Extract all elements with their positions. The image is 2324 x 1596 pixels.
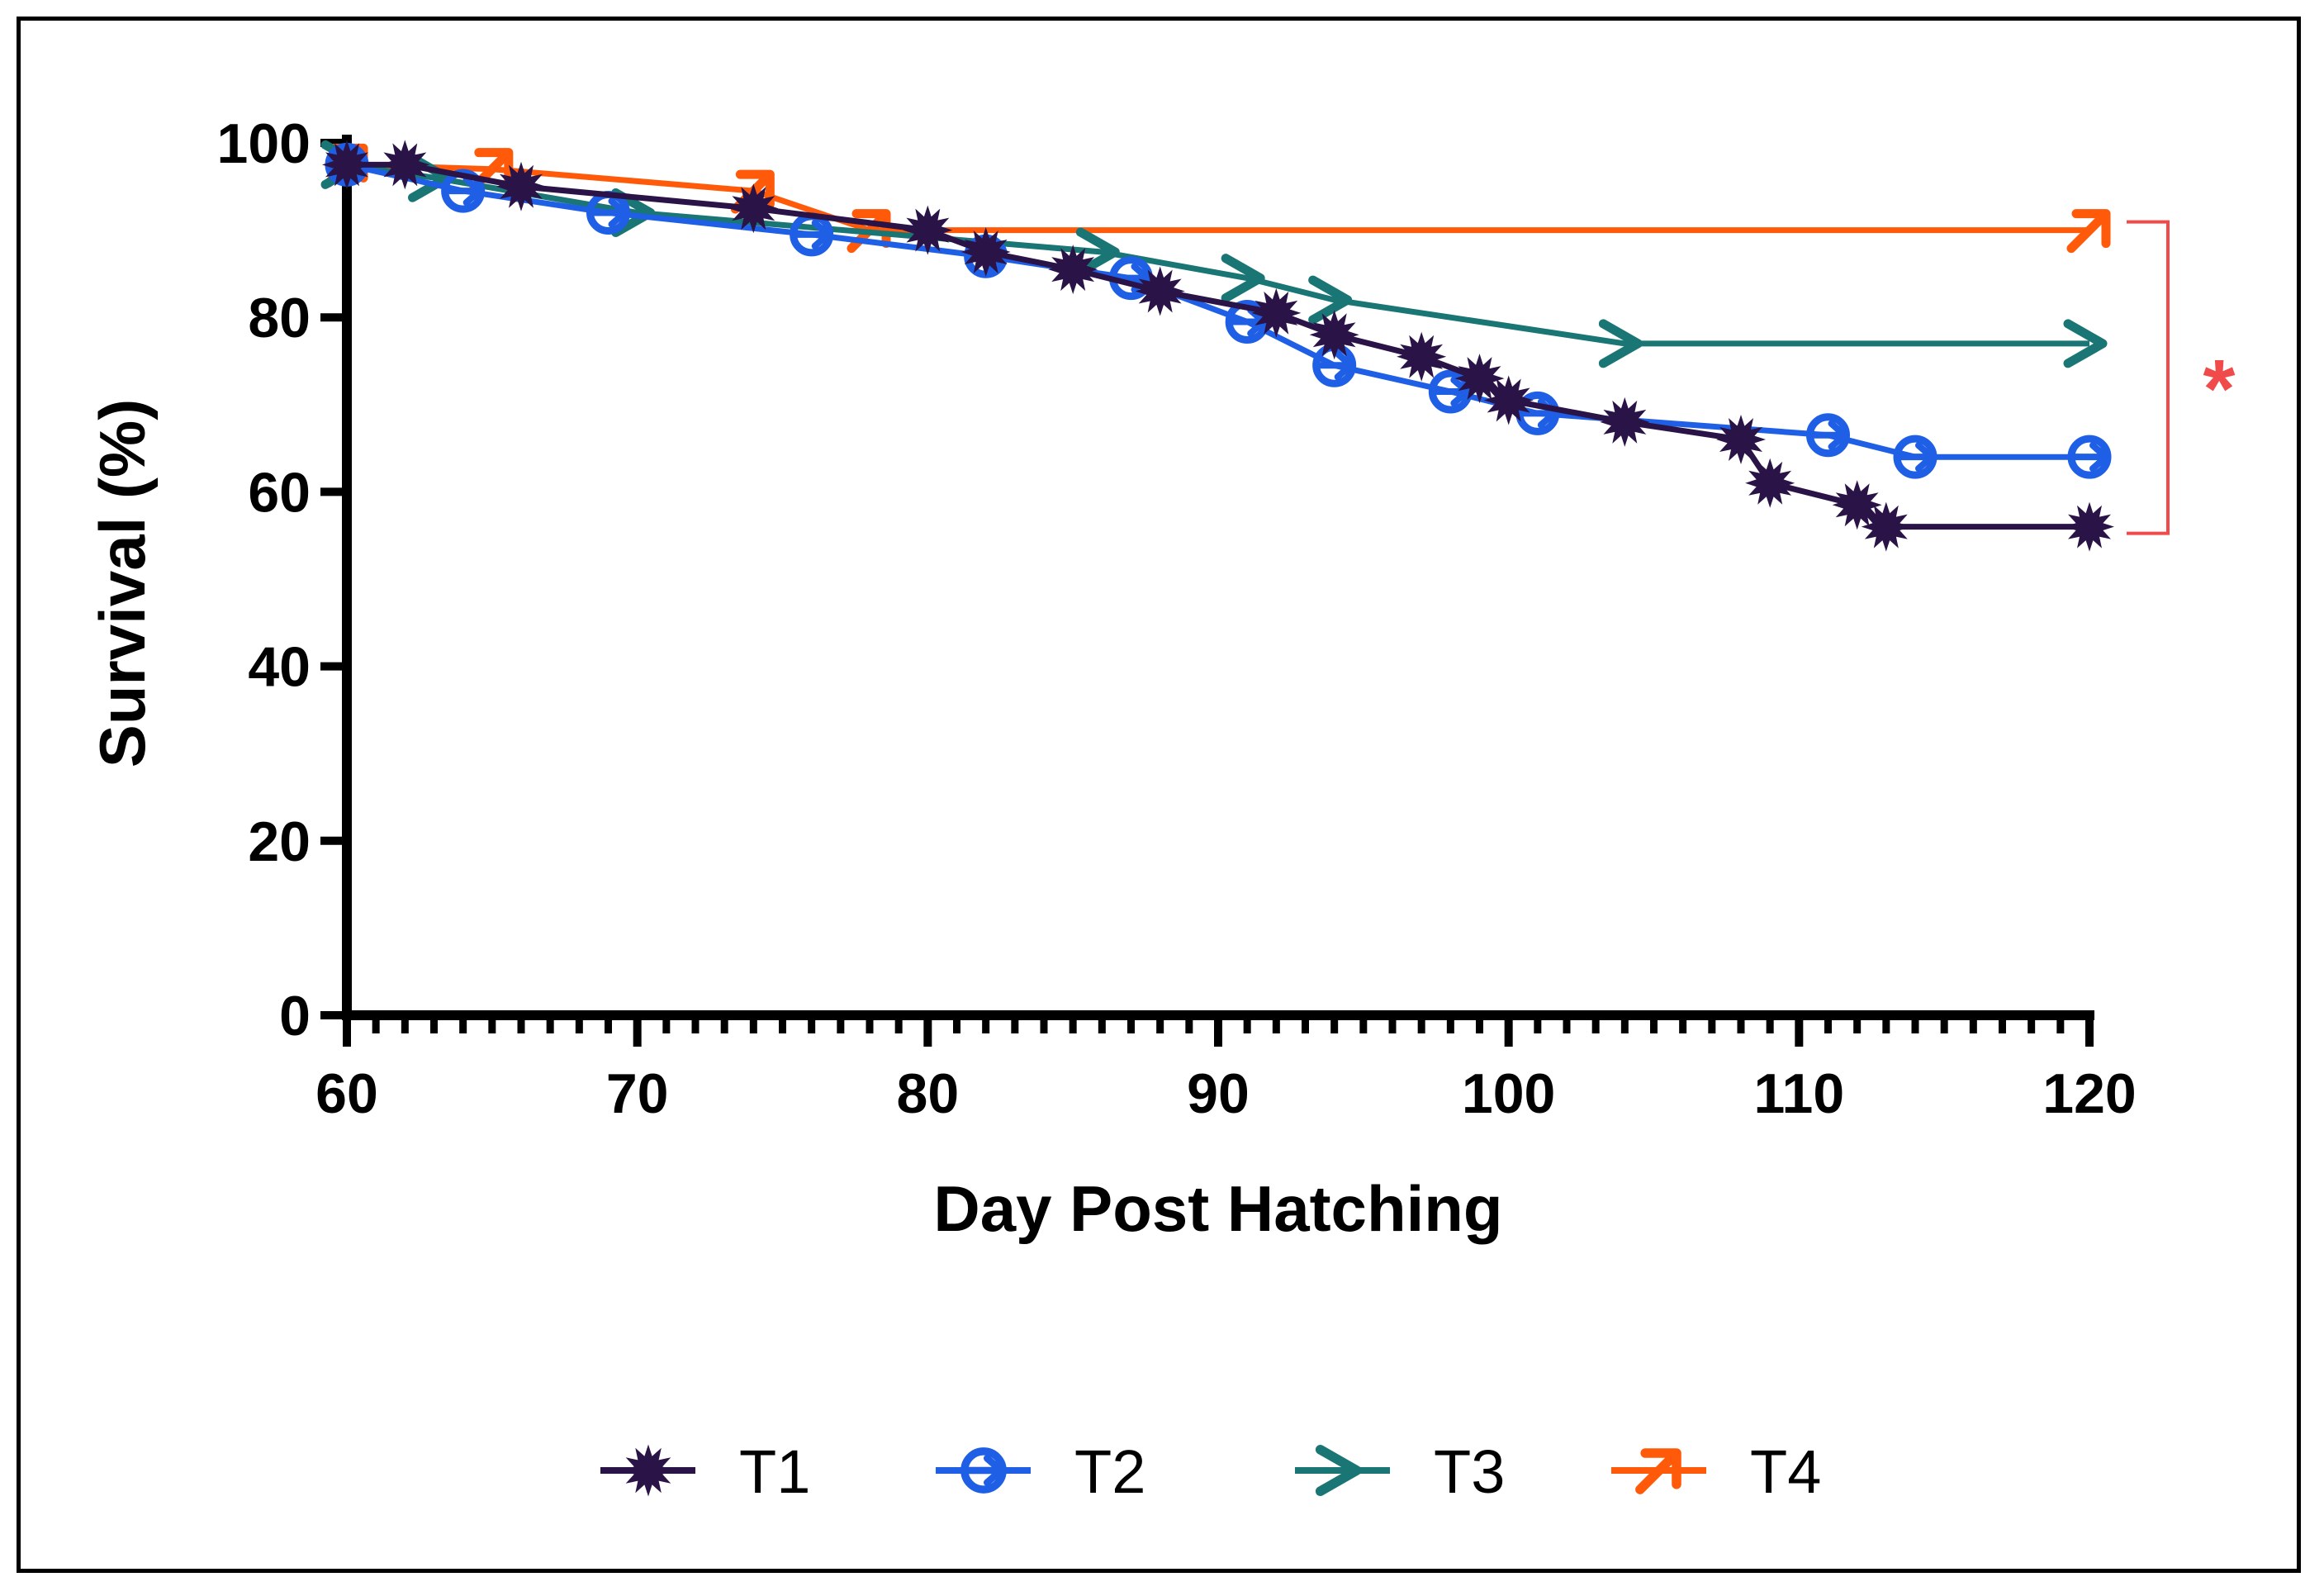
significance-asterisk: * bbox=[2203, 343, 2236, 435]
y-tick-label: 20 bbox=[248, 810, 311, 873]
y-tick-label: 100 bbox=[217, 112, 311, 175]
marker-star bbox=[1832, 480, 1882, 530]
x-tick-label: 60 bbox=[315, 1062, 378, 1125]
series-layer bbox=[320, 140, 2114, 552]
marker-star bbox=[1309, 310, 1359, 360]
axes: 0 20 40 60 80 100 60 70 80 90 100 110 120 bbox=[217, 112, 2137, 1125]
x-axis-title: Day Post Hatching bbox=[933, 1172, 1502, 1245]
x-tick-label: 70 bbox=[606, 1062, 669, 1125]
marker-arrow bbox=[1308, 275, 1353, 325]
marker-circle-arrow bbox=[790, 212, 834, 257]
marker-arrow bbox=[1315, 1445, 1362, 1496]
marker-star bbox=[2065, 501, 2114, 552]
legend-item-T3: T3 bbox=[1295, 1437, 1505, 1506]
legend-label-T2: T2 bbox=[1074, 1437, 1145, 1506]
marker-star bbox=[1048, 245, 1098, 295]
marker-star bbox=[380, 140, 430, 190]
significance-bracket bbox=[2127, 220, 2170, 535]
x-tick-label: 120 bbox=[2042, 1062, 2136, 1125]
marker-star bbox=[1135, 266, 1185, 316]
marker-star bbox=[1397, 331, 1447, 382]
marker-arrow bbox=[1598, 319, 1643, 368]
marker-circle-arrow bbox=[960, 1447, 1007, 1494]
legend-label-T3: T3 bbox=[1434, 1437, 1505, 1506]
legend-item-T2: T2 bbox=[936, 1437, 1145, 1506]
marker-circle-arrow bbox=[1806, 413, 1850, 458]
legend-item-T1: T1 bbox=[600, 1437, 810, 1506]
marker-star bbox=[960, 227, 1011, 277]
legend-item-T4: T4 bbox=[1611, 1437, 1821, 1506]
annotation-layer: * bbox=[2127, 220, 2236, 535]
marker-circle-arrow bbox=[1428, 369, 1473, 414]
legend-label-T1: T1 bbox=[739, 1437, 810, 1506]
marker-star bbox=[496, 161, 546, 211]
marker-arrow-ne bbox=[1635, 1448, 1681, 1494]
marker-star bbox=[1483, 375, 1534, 425]
x-tick-label: 110 bbox=[1753, 1062, 1844, 1125]
y-tick-label: 40 bbox=[248, 636, 311, 699]
marker-star bbox=[1454, 354, 1505, 404]
marker-star bbox=[1251, 287, 1302, 338]
marker-circle-arrow bbox=[2067, 435, 2112, 479]
x-tick-label: 80 bbox=[897, 1062, 960, 1125]
marker-star bbox=[322, 140, 372, 190]
y-tick-label: 80 bbox=[248, 287, 311, 349]
marker-arrow bbox=[2063, 319, 2108, 368]
x-tick-label: 90 bbox=[1187, 1062, 1250, 1125]
marker-star bbox=[1745, 458, 1795, 508]
marker-star bbox=[622, 1444, 675, 1497]
marker-star bbox=[1716, 415, 1766, 464]
marker-star bbox=[1600, 397, 1650, 447]
y-tick-label: 0 bbox=[279, 985, 311, 1047]
marker-arrow bbox=[1221, 254, 1265, 303]
legend-label-T4: T4 bbox=[1750, 1437, 1821, 1506]
marker-star bbox=[728, 183, 779, 234]
marker-arrow-ne bbox=[2066, 209, 2111, 254]
series-T1 bbox=[322, 140, 2114, 552]
y-tick-label: 60 bbox=[248, 461, 311, 524]
marker-star bbox=[1861, 501, 1911, 552]
marker-circle-arrow bbox=[1893, 435, 1937, 479]
x-tick-label: 100 bbox=[1462, 1062, 1555, 1125]
y-axis-title: Survival (%) bbox=[86, 399, 159, 767]
marker-arrow bbox=[611, 188, 656, 237]
marker-circle-arrow bbox=[586, 190, 630, 235]
legend: T1 T2 T3 T4 bbox=[600, 1437, 1821, 1506]
marker-star bbox=[903, 205, 953, 255]
marker-arrow bbox=[1075, 227, 1120, 277]
